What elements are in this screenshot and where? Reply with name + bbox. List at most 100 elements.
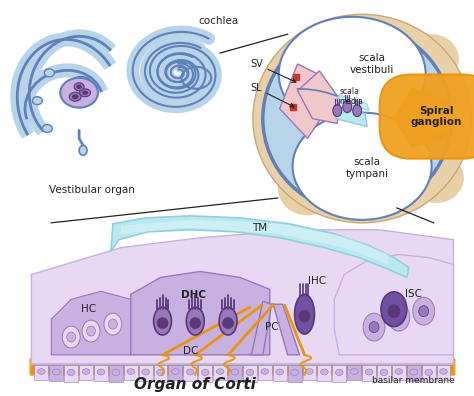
Ellipse shape [418, 358, 424, 362]
Ellipse shape [310, 358, 317, 362]
Ellipse shape [224, 324, 232, 331]
Ellipse shape [155, 320, 171, 334]
Bar [392, 365, 406, 380]
Ellipse shape [82, 369, 90, 374]
Ellipse shape [440, 369, 447, 374]
Ellipse shape [48, 358, 55, 362]
Ellipse shape [336, 369, 343, 376]
Ellipse shape [251, 358, 257, 362]
Ellipse shape [365, 369, 373, 375]
Ellipse shape [215, 358, 221, 362]
Ellipse shape [231, 369, 239, 375]
Ellipse shape [72, 358, 78, 362]
Ellipse shape [69, 92, 81, 101]
Bar [168, 365, 182, 380]
Ellipse shape [120, 358, 126, 362]
Ellipse shape [382, 358, 388, 362]
Bar [332, 365, 346, 382]
Ellipse shape [182, 67, 211, 89]
Ellipse shape [263, 358, 269, 362]
Ellipse shape [60, 358, 66, 362]
Ellipse shape [346, 358, 352, 362]
Ellipse shape [219, 307, 237, 335]
Polygon shape [111, 216, 409, 278]
Ellipse shape [295, 294, 314, 334]
Ellipse shape [442, 358, 447, 362]
Ellipse shape [406, 358, 412, 362]
Ellipse shape [67, 369, 75, 376]
Bar [243, 365, 257, 382]
Polygon shape [335, 95, 369, 110]
Ellipse shape [299, 358, 304, 362]
Ellipse shape [358, 358, 364, 362]
Ellipse shape [201, 369, 209, 376]
Bar [94, 365, 108, 381]
Ellipse shape [394, 312, 404, 323]
Ellipse shape [263, 25, 451, 212]
Ellipse shape [410, 369, 418, 375]
Ellipse shape [404, 34, 459, 84]
Ellipse shape [413, 297, 435, 325]
Ellipse shape [227, 358, 233, 362]
Bar [228, 365, 242, 381]
Polygon shape [250, 301, 272, 355]
Bar [79, 365, 93, 380]
Bar [347, 365, 361, 380]
Ellipse shape [292, 112, 432, 220]
Text: TM: TM [252, 223, 267, 233]
Ellipse shape [275, 358, 281, 362]
Ellipse shape [80, 89, 91, 97]
Ellipse shape [409, 153, 464, 203]
Text: Organ of Corti: Organ of Corti [134, 377, 256, 392]
Ellipse shape [132, 358, 138, 362]
Ellipse shape [191, 324, 199, 331]
Ellipse shape [108, 358, 114, 362]
Ellipse shape [187, 320, 203, 334]
Ellipse shape [425, 369, 432, 376]
Polygon shape [51, 291, 131, 355]
Ellipse shape [322, 358, 328, 362]
Bar [258, 365, 272, 380]
Ellipse shape [380, 369, 388, 376]
Bar [288, 365, 301, 382]
Bar [213, 365, 227, 380]
Ellipse shape [62, 326, 80, 348]
Ellipse shape [299, 310, 310, 322]
Polygon shape [134, 32, 214, 106]
Ellipse shape [127, 369, 135, 374]
Ellipse shape [395, 369, 403, 374]
Ellipse shape [159, 324, 166, 331]
Ellipse shape [320, 369, 328, 375]
Polygon shape [131, 272, 270, 355]
Text: scala
tympani: scala tympani [346, 158, 389, 179]
Bar [437, 365, 450, 380]
Ellipse shape [279, 17, 426, 131]
Ellipse shape [42, 124, 52, 133]
Ellipse shape [70, 77, 92, 95]
Text: Vestibular organ: Vestibular organ [49, 185, 135, 195]
Ellipse shape [350, 369, 358, 374]
Ellipse shape [278, 161, 337, 215]
Ellipse shape [261, 369, 269, 374]
Ellipse shape [84, 358, 90, 362]
Ellipse shape [343, 101, 352, 112]
Ellipse shape [239, 358, 245, 362]
Ellipse shape [246, 369, 254, 376]
Ellipse shape [186, 307, 204, 335]
Ellipse shape [60, 78, 98, 108]
Ellipse shape [333, 105, 342, 116]
Ellipse shape [424, 104, 454, 133]
Ellipse shape [220, 320, 236, 334]
Bar [109, 365, 123, 382]
Ellipse shape [186, 369, 194, 375]
Text: cochlea: cochlea [198, 16, 238, 26]
Ellipse shape [37, 369, 45, 374]
Ellipse shape [334, 358, 340, 362]
Bar [49, 365, 63, 381]
Ellipse shape [429, 358, 436, 362]
Bar [124, 365, 138, 380]
Bar [302, 365, 317, 380]
Bar [31, 355, 454, 364]
Ellipse shape [172, 369, 179, 374]
Ellipse shape [419, 306, 428, 317]
